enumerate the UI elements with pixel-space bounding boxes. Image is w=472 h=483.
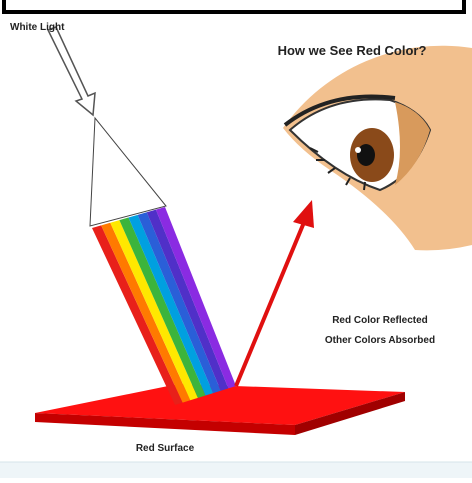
diagram: White Light How we See Red Color? Red Co… <box>0 0 472 478</box>
pupil <box>357 144 375 166</box>
white-light-label: White Light <box>10 22 65 33</box>
eye-highlight <box>355 147 361 153</box>
absorbed-label: Other Colors Absorbed <box>325 335 435 346</box>
reflected-label: Red Color Reflected <box>332 315 428 326</box>
bottom-strip <box>0 462 472 478</box>
page: White Light How we See Red Color? Red Co… <box>0 0 472 478</box>
surface-label: Red Surface <box>136 443 195 454</box>
title: How we See Red Color? <box>278 43 427 58</box>
top-box <box>4 0 464 12</box>
